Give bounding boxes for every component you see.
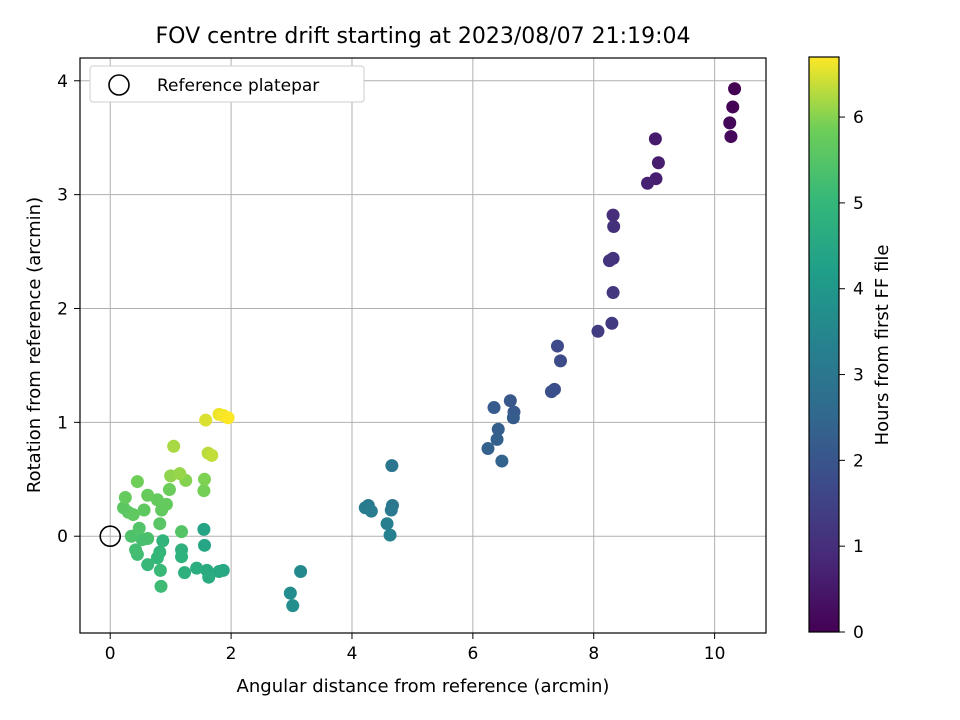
- data-point: [495, 454, 509, 468]
- data-point: [554, 354, 568, 368]
- data-point: [605, 316, 619, 330]
- data-point: [544, 385, 558, 399]
- x-tick-label: 2: [226, 644, 237, 664]
- data-point: [651, 156, 665, 170]
- data-point: [141, 558, 155, 572]
- data-point: [202, 570, 216, 584]
- data-point: [154, 579, 168, 593]
- data-point: [197, 484, 211, 498]
- data-point: [150, 493, 164, 507]
- colorbar-label: Hours from first FF file: [872, 245, 893, 446]
- plot-frame: [79, 57, 767, 634]
- data-point: [197, 522, 211, 536]
- data-point: [607, 220, 621, 234]
- y-axis-label: Rotation from reference (arcmin): [24, 197, 45, 493]
- data-point: [728, 82, 742, 96]
- chart-title: FOV centre drift starting at 2023/08/07 …: [156, 24, 691, 49]
- data-point: [153, 517, 167, 531]
- data-point: [124, 529, 138, 543]
- colorbar-tick-label: 6: [853, 108, 864, 128]
- legend: Reference platepar: [89, 65, 365, 103]
- data-point: [490, 432, 504, 446]
- x-tick-label: 4: [347, 644, 358, 664]
- y-tick-label: 3: [57, 186, 68, 206]
- data-point: [283, 586, 297, 600]
- x-tick-label: 8: [588, 644, 599, 664]
- data-point: [383, 528, 397, 542]
- data-point: [141, 531, 155, 545]
- data-point: [173, 467, 187, 481]
- data-point: [487, 401, 501, 415]
- x-tick-label: 0: [105, 644, 116, 664]
- x-tick-label: 10: [704, 644, 726, 664]
- x-axis-label: Angular distance from reference (arcmin): [237, 676, 610, 697]
- data-point: [205, 448, 219, 462]
- data-point: [126, 508, 140, 522]
- legend-box: [89, 65, 365, 103]
- y-tick-label: 0: [57, 527, 68, 547]
- data-point: [606, 286, 620, 300]
- data-point: [503, 394, 517, 408]
- data-point: [641, 176, 655, 190]
- data-point: [153, 563, 167, 577]
- colorbar-tick-label: 3: [853, 366, 864, 386]
- data-point: [481, 442, 495, 456]
- colorbar-tick-label: 0: [853, 623, 864, 643]
- data-point: [550, 339, 564, 353]
- data-points: [99, 82, 742, 613]
- data-point: [380, 517, 394, 531]
- data-point: [178, 566, 192, 580]
- data-point: [198, 538, 212, 552]
- colorbar-tick-label: 4: [853, 280, 864, 300]
- data-point: [141, 488, 155, 502]
- data-point: [156, 534, 170, 548]
- data-point: [167, 439, 181, 453]
- colorbar-gradient: [808, 56, 840, 633]
- data-point: [726, 100, 740, 114]
- data-point: [591, 324, 605, 338]
- y-tick-label: 1: [57, 413, 68, 433]
- data-point: [724, 130, 738, 144]
- data-point: [175, 525, 189, 539]
- data-point: [130, 475, 144, 489]
- data-point: [648, 132, 662, 146]
- x-tick-label: 6: [467, 644, 478, 664]
- data-point: [129, 543, 143, 557]
- colorbar: 0 1 2 3 4 5 6 Hours from first FF file: [808, 56, 893, 643]
- reference-platepar-marker: [99, 525, 122, 548]
- data-point: [606, 208, 620, 222]
- data-point: [162, 483, 176, 497]
- data-point: [150, 551, 164, 565]
- legend-entry-label: Reference platepar: [157, 76, 319, 96]
- data-point: [198, 472, 212, 486]
- y-tick-label: 4: [57, 72, 68, 92]
- data-point: [212, 565, 226, 579]
- data-point: [199, 413, 213, 427]
- colorbar-ticks: 0 1 2 3 4 5 6: [839, 108, 864, 643]
- data-point: [118, 491, 132, 505]
- data-point: [385, 459, 399, 473]
- data-point: [364, 504, 378, 518]
- colorbar-tick-label: 1: [853, 537, 864, 557]
- data-point: [286, 599, 300, 613]
- colorbar-tick-label: 2: [853, 451, 864, 471]
- data-point: [384, 503, 398, 517]
- data-point: [491, 422, 505, 436]
- data-point: [221, 411, 235, 425]
- y-axis: 0 1 2 3 4: [57, 72, 80, 547]
- data-point: [132, 521, 146, 535]
- y-tick-label: 2: [57, 299, 68, 319]
- data-point: [175, 550, 189, 564]
- data-point: [506, 411, 520, 425]
- data-point: [294, 565, 308, 579]
- reference-marker-legend-icon: [108, 74, 130, 96]
- data-point: [723, 116, 737, 130]
- data-point: [190, 561, 204, 575]
- data-point: [137, 503, 151, 517]
- colorbar-tick-label: 5: [853, 194, 864, 214]
- data-point: [602, 254, 616, 268]
- x-axis: 0 2 4 6 8 10: [105, 633, 726, 664]
